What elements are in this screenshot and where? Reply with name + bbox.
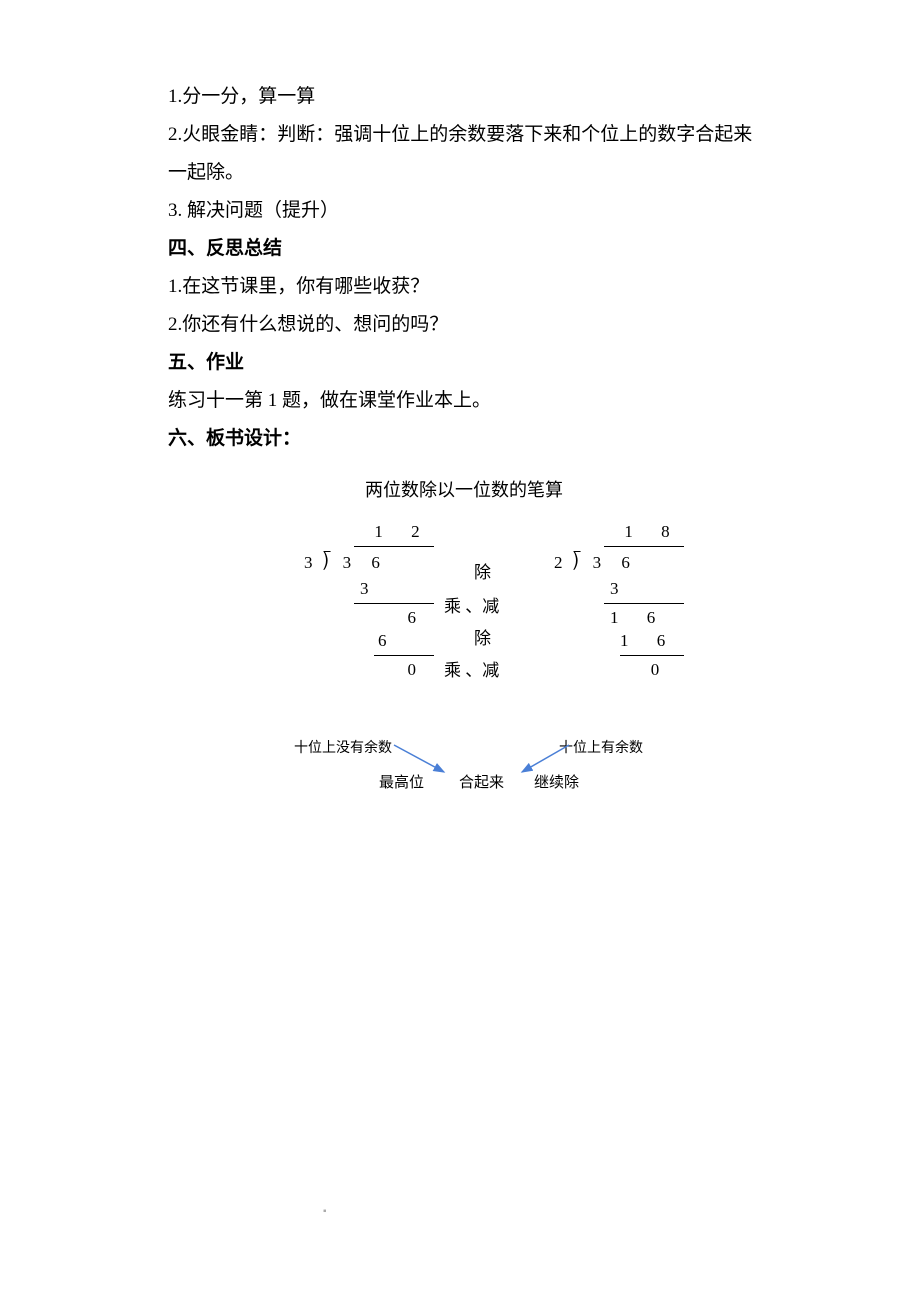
text-line-2: 2.火眼金睛：判断：强调十位上的余数要落下来和个位上的数字合起来一起除。 — [168, 124, 752, 183]
bottom-label-3: 继续除 — [534, 768, 579, 798]
heading-5-text: 五、作业 — [168, 352, 244, 373]
list-item-3: 3. 解决问题（提升） — [168, 192, 760, 230]
quotient-right: 1 8 — [604, 520, 684, 547]
annot-divide-1: 除 — [474, 556, 491, 590]
result-right: 0 — [604, 658, 684, 682]
heading-5: 五、作业 — [168, 344, 760, 382]
divisor-right: 2 — [554, 551, 571, 575]
dividend-right: 3 6 — [593, 551, 638, 575]
text-line-4b: 2.你还有什么想说的、想问的吗？ — [168, 314, 448, 335]
footer-mark: ▪ — [323, 1202, 327, 1222]
heading-6: 六、板书设计： — [168, 420, 760, 458]
list-item-4a: 1.在这节课里，你有哪些收获？ — [168, 268, 760, 306]
long-division-right: 1 8 2 ⟌ 3 6 3 1 6 1 6 0 — [544, 520, 684, 682]
step1-right: 3 — [604, 577, 684, 604]
list-item-4b: 2.你还有什么想说的、想问的吗？ — [168, 306, 760, 344]
text-line-5: 练习十一第 1 题，做在课堂作业本上。 — [168, 390, 491, 411]
bottom-label-1: 最高位 — [379, 768, 424, 798]
note-right: 十位上有余数 — [559, 735, 643, 763]
step3-left: 6 — [374, 629, 434, 656]
board-title-text: 两位数除以一位数的笔算 — [365, 480, 563, 500]
annot-multiply-subtract-1: 乘 、减 — [444, 590, 499, 624]
result-left: 0 — [354, 658, 434, 682]
quotient-left: 1 2 — [354, 520, 434, 547]
divisor-line-left: 3 ⟌ 3 6 — [294, 549, 434, 577]
list-item-2: 2.火眼金睛：判断：强调十位上的余数要落下来和个位上的数字合起来一起除。 — [168, 116, 760, 192]
list-item-1: 1.分一分，算一算 — [168, 78, 760, 116]
bracket-icon: ⟌ — [573, 549, 589, 577]
step1-left: 3 — [354, 577, 434, 604]
board-design-diagram: 1 2 3 ⟌ 3 6 3 6 6 0 1 8 2 ⟌ 3 6 3 1 6 1 … — [214, 520, 714, 860]
heading-4-text: 四、反思总结 — [168, 238, 282, 259]
step3-right: 1 6 — [620, 629, 684, 656]
step2-right: 1 6 — [604, 606, 684, 630]
annot-multiply-subtract-2: 乘 、减 — [444, 654, 499, 688]
text-line-1: 1.分一分，算一算 — [168, 86, 315, 107]
divisor-left: 3 — [304, 551, 321, 575]
bottom-label-2: 合起来 — [459, 768, 504, 798]
board-title: 两位数除以一位数的笔算 — [168, 472, 760, 508]
list-item-5: 练习十一第 1 题，做在课堂作业本上。 — [168, 382, 760, 420]
step2-left: 6 — [354, 606, 434, 630]
heading-4: 四、反思总结 — [168, 230, 760, 268]
text-line-3: 3. 解决问题（提升） — [168, 200, 339, 221]
bracket-icon: ⟌ — [323, 549, 339, 577]
divisor-line-right: 2 ⟌ 3 6 — [544, 549, 684, 577]
dividend-left: 3 6 — [343, 551, 388, 575]
heading-6-text: 六、板书设计： — [168, 428, 301, 449]
text-line-4a: 1.在这节课里，你有哪些收获？ — [168, 276, 429, 297]
annot-divide-2: 除 — [474, 622, 491, 656]
note-left: 十位上没有余数 — [294, 735, 392, 763]
long-division-left: 1 2 3 ⟌ 3 6 3 6 6 0 — [294, 520, 434, 682]
